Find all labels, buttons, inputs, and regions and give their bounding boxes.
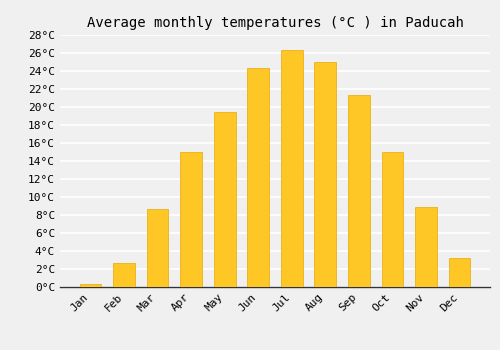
Bar: [80, 284, 102, 287]
Bar: [448, 258, 470, 287]
Bar: [113, 263, 135, 287]
Bar: [382, 152, 404, 287]
Bar: [214, 112, 236, 287]
Title: Average monthly temperatures (°C ) in Paducah: Average monthly temperatures (°C ) in Pa…: [86, 16, 464, 30]
Bar: [314, 62, 336, 287]
Bar: [180, 152, 202, 287]
Bar: [146, 209, 169, 287]
Bar: [248, 68, 269, 287]
Bar: [281, 50, 302, 287]
Bar: [415, 207, 437, 287]
Bar: [348, 95, 370, 287]
